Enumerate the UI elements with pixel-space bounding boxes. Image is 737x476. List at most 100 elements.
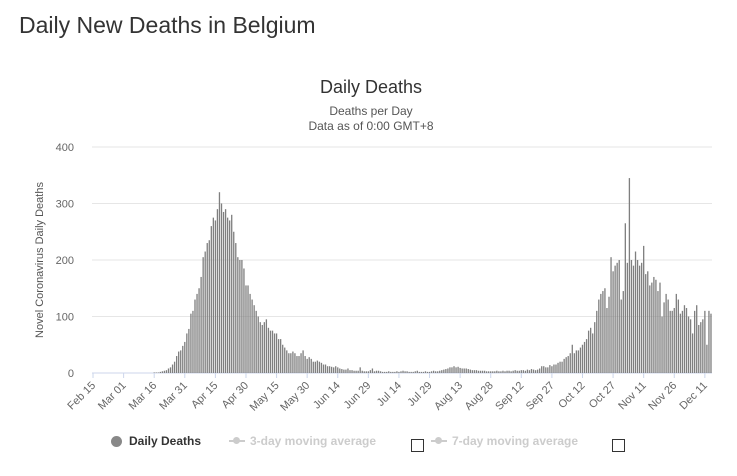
bar[interactable]: [626, 262, 629, 373]
bar[interactable]: [363, 371, 365, 373]
bar[interactable]: [300, 353, 302, 373]
bar[interactable]: [186, 333, 188, 373]
bar[interactable]: [581, 344, 584, 373]
bar[interactable]: [665, 293, 667, 373]
bar[interactable]: [190, 313, 192, 373]
bar[interactable]: [532, 369, 535, 373]
bar[interactable]: [583, 341, 586, 373]
bar[interactable]: [367, 371, 370, 373]
bar[interactable]: [361, 370, 363, 373]
bar[interactable]: [277, 339, 280, 373]
bar[interactable]: [504, 371, 506, 373]
bar[interactable]: [496, 370, 498, 373]
bar[interactable]: [461, 368, 463, 373]
bar[interactable]: [569, 353, 571, 373]
bar[interactable]: [322, 364, 325, 373]
bar[interactable]: [198, 288, 200, 373]
bar[interactable]: [167, 368, 170, 373]
bar[interactable]: [337, 367, 339, 373]
bar[interactable]: [290, 353, 292, 373]
bar[interactable]: [465, 368, 467, 373]
bar[interactable]: [347, 368, 349, 373]
bar[interactable]: [685, 308, 688, 373]
bar[interactable]: [683, 305, 686, 373]
bar[interactable]: [498, 371, 500, 373]
bar[interactable]: [643, 245, 645, 374]
bar[interactable]: [412, 371, 414, 373]
bar[interactable]: [171, 364, 174, 373]
bar[interactable]: [518, 370, 520, 373]
bar[interactable]: [543, 366, 545, 373]
bar[interactable]: [273, 333, 276, 373]
bar[interactable]: [459, 367, 461, 373]
bar[interactable]: [420, 371, 423, 373]
bar[interactable]: [696, 305, 698, 373]
bar[interactable]: [175, 356, 178, 373]
bar[interactable]: [155, 372, 157, 373]
bar[interactable]: [349, 370, 351, 373]
bar[interactable]: [261, 324, 263, 373]
bar[interactable]: [369, 370, 372, 373]
bar[interactable]: [394, 371, 396, 373]
bar[interactable]: [269, 330, 272, 374]
bar[interactable]: [488, 371, 490, 373]
bar[interactable]: [567, 356, 569, 373]
bar[interactable]: [536, 369, 539, 373]
bar[interactable]: [653, 276, 655, 373]
bar[interactable]: [220, 203, 223, 374]
bar[interactable]: [687, 316, 690, 374]
bar[interactable]: [218, 192, 221, 373]
bar[interactable]: [449, 367, 451, 373]
bar[interactable]: [330, 366, 333, 373]
bar[interactable]: [275, 333, 278, 373]
bar[interactable]: [494, 371, 496, 373]
bar[interactable]: [594, 322, 596, 373]
bar[interactable]: [418, 371, 420, 373]
bar[interactable]: [386, 371, 388, 373]
bar[interactable]: [400, 371, 402, 373]
bar[interactable]: [673, 308, 675, 373]
bar[interactable]: [210, 226, 212, 373]
bar[interactable]: [316, 360, 319, 373]
bar[interactable]: [345, 369, 347, 373]
bar[interactable]: [324, 364, 327, 373]
bar[interactable]: [377, 370, 380, 373]
bar[interactable]: [522, 370, 525, 373]
bar[interactable]: [590, 327, 592, 373]
bar[interactable]: [659, 282, 661, 373]
bar[interactable]: [373, 371, 376, 373]
bar[interactable]: [286, 350, 288, 373]
bar[interactable]: [222, 211, 225, 373]
bar[interactable]: [512, 370, 514, 373]
bar[interactable]: [428, 371, 431, 373]
bar[interactable]: [441, 370, 443, 373]
bar[interactable]: [640, 262, 643, 373]
bar[interactable]: [616, 262, 618, 373]
bar[interactable]: [539, 368, 541, 373]
bar[interactable]: [679, 313, 682, 373]
bar[interactable]: [414, 371, 416, 373]
bar[interactable]: [624, 223, 626, 373]
bar[interactable]: [157, 372, 159, 373]
bar[interactable]: [271, 330, 274, 374]
bar[interactable]: [563, 358, 565, 374]
bar[interactable]: [153, 372, 155, 373]
bar[interactable]: [424, 371, 427, 373]
bar[interactable]: [516, 370, 518, 373]
bar[interactable]: [453, 366, 455, 373]
bar[interactable]: [192, 310, 194, 373]
bar[interactable]: [596, 310, 598, 373]
bar[interactable]: [257, 316, 259, 374]
bar[interactable]: [298, 356, 300, 373]
bar[interactable]: [547, 367, 549, 373]
bar[interactable]: [634, 251, 637, 373]
bar[interactable]: [632, 265, 635, 373]
bar[interactable]: [661, 316, 663, 374]
bar[interactable]: [630, 260, 633, 373]
bar[interactable]: [381, 371, 384, 373]
bar[interactable]: [165, 370, 168, 373]
bar[interactable]: [571, 344, 573, 373]
bar[interactable]: [343, 369, 345, 373]
bar[interactable]: [408, 371, 410, 373]
bar[interactable]: [406, 371, 408, 373]
